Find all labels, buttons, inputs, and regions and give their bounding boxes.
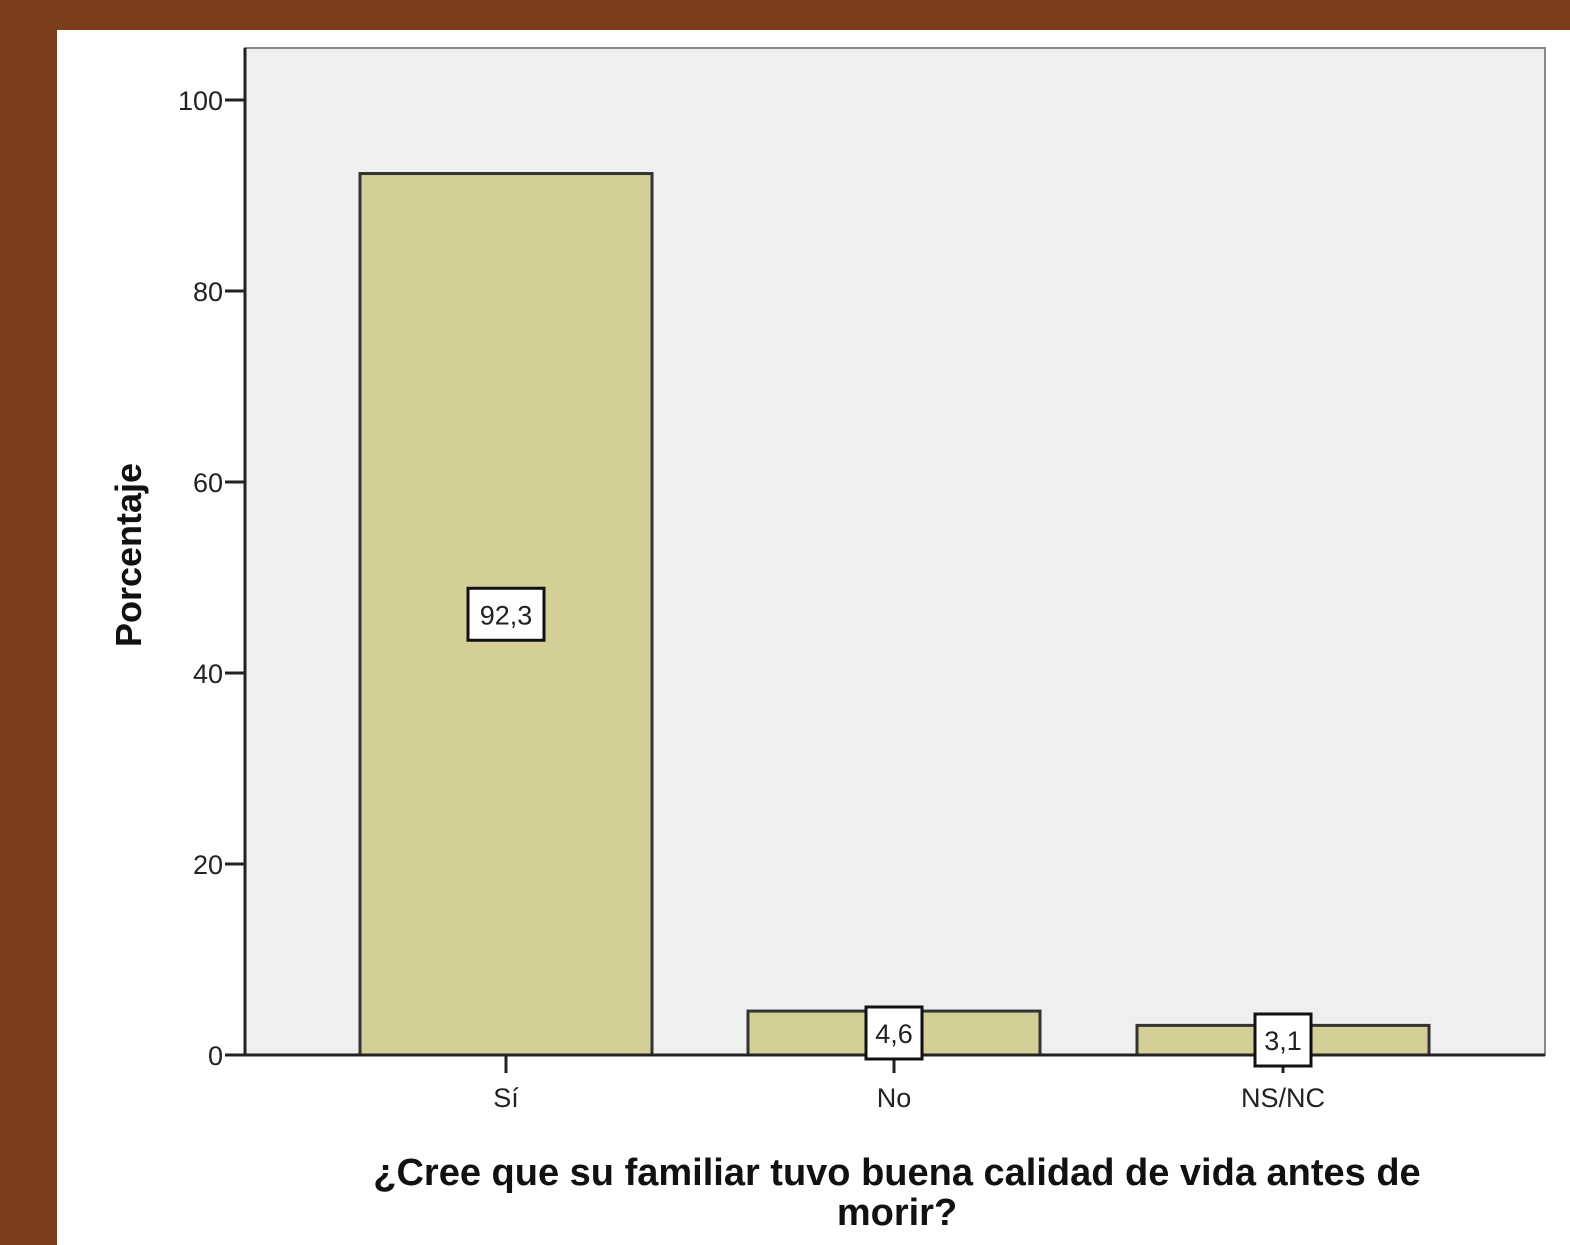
x-tick-label: Sí	[493, 1083, 519, 1113]
value-label-box	[466, 586, 546, 642]
y-tick-label: 80	[193, 277, 223, 307]
x-axis-ticks: Sí No NS/NC	[493, 1055, 1325, 1113]
x-axis-title-line: ¿Cree que su familiar tuvo buena calidad…	[373, 1152, 1420, 1194]
chart-panel: 0 20 40 60 80 100 Sí No NS/NC 92,3 4,6 3,1 Porcen…	[57, 30, 1570, 1245]
y-tick-label: 20	[193, 850, 223, 880]
value-label-box	[864, 1005, 924, 1061]
y-tick-label: 0	[208, 1041, 223, 1071]
y-tick-label: 100	[178, 86, 223, 116]
value-label-box	[1253, 1012, 1313, 1068]
y-axis-ticks: 0 20 40 60 80 100	[178, 86, 245, 1071]
value-labels: 92,3 4,6 3,1	[466, 586, 1313, 1068]
bar-chart: 0 20 40 60 80 100 Sí No NS/NC 92,3 4,6 3,1 Porcen…	[108, 47, 1546, 1234]
x-axis-title: ¿Cree que su familiar tuvo buena calidad…	[373, 1152, 1420, 1234]
y-tick-label: 60	[193, 468, 223, 498]
x-tick-label: No	[877, 1083, 912, 1113]
x-tick-label: NS/NC	[1241, 1083, 1325, 1113]
y-tick-label: 40	[193, 659, 223, 689]
value-label: 3,1	[1264, 1026, 1302, 1056]
y-axis-title: Porcentaje	[108, 463, 149, 647]
value-label: 92,3	[480, 600, 533, 630]
value-label: 4,6	[875, 1019, 913, 1049]
x-axis-title-line: morir?	[837, 1192, 957, 1234]
